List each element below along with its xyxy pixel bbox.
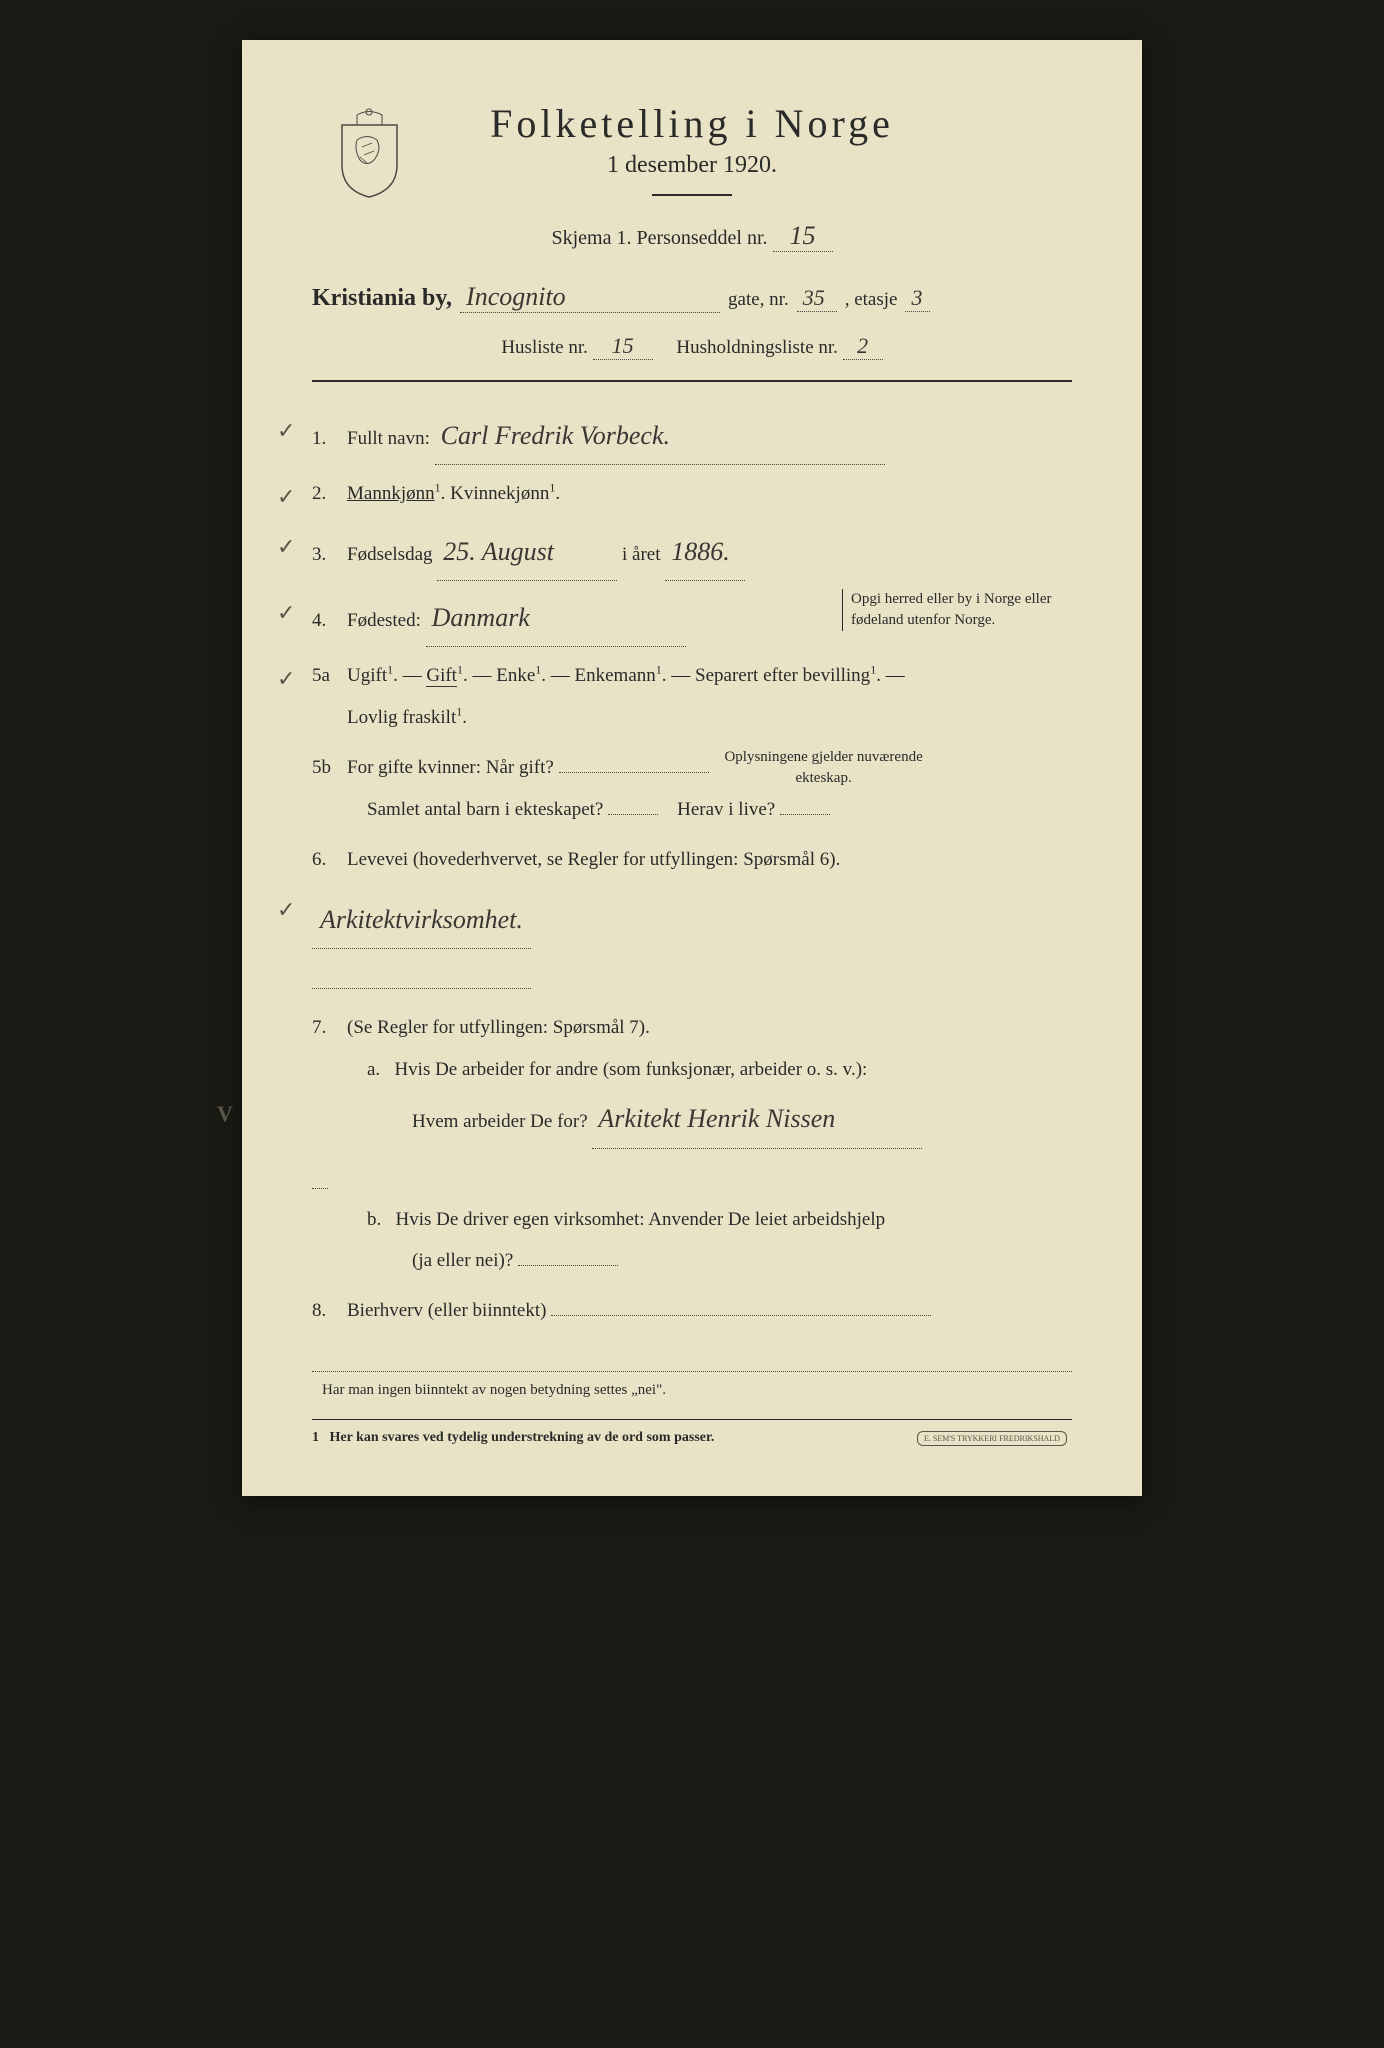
q3-year: 1886. [665,523,745,581]
q5b-num: 5b [312,747,347,789]
q5b-ilive [780,814,830,815]
subtitle: 1 desember 1920. [312,152,1072,179]
document-header: Folketelling i Norge 1 desember 1920. Sk… [312,100,1072,252]
footnote-text1: Har man ingen biinntekt av nogen betydni… [312,1382,1072,1399]
q4-label: Fødested: [347,610,421,631]
question-8: 8. Bierhverv (eller biinntekt) [312,1290,1072,1332]
q5a-enke: Enke [496,665,535,686]
q3-day: 25. August [437,523,617,581]
q5a-enkemann: Enkemann [575,665,656,686]
q8-value [551,1315,931,1316]
q7-label: (Se Regler for utfyllingen: Spørsmål 7). [347,1007,650,1049]
q2-mannkjonn: Mannkjønn [347,483,435,504]
q7-num: 7. [312,1007,347,1049]
city-label: Kristiania by, [312,285,452,312]
skjema-label: Skjema 1. Personseddel nr. [551,227,767,249]
q6-num: 6. [312,839,347,881]
title-rule [652,194,732,196]
footnote-content: Her kan svares ved tydelig understreknin… [330,1430,715,1445]
husliste-nr: 15 [593,333,653,360]
q8-blank [312,1342,1072,1372]
q4-value: Danmark [426,589,686,647]
q1-num: 1. [312,418,347,460]
q5a-fraskilt: Lovlig fraskilt [347,707,456,728]
etasje-nr: 3 [905,285,930,312]
checkmark-icon: ✓ [277,886,295,934]
checkmark-icon: ✓ [277,523,295,571]
q7b-text: Hvis De driver egen virksomhet: Anvender… [396,1209,886,1230]
street-name: Incognito [460,282,720,313]
q7a-value: Arkitekt Henrik Nissen [592,1090,922,1148]
skjema-line: Skjema 1. Personseddel nr. 15 [312,221,1072,252]
q7a-question: Hvem arbeider De for? [412,1111,588,1132]
q6-blank [312,959,531,989]
q7b-label: b. [367,1209,381,1230]
main-title: Folketelling i Norge [312,100,1072,147]
husliste-line: Husliste nr. 15 Husholdningsliste nr. 2 [312,333,1072,360]
q1-value: Carl Fredrik Vorbeck. [435,407,885,465]
husholdning-label: Husholdningsliste nr. [676,337,838,358]
q7b-question: (ja eller nei)? [412,1250,513,1271]
question-5b: 5b For gifte kvinner: Når gift? Oplysnin… [312,747,1072,831]
printer-stamp: E. SEM'S TRYKKERI FREDRIKSHALD [917,1431,1067,1446]
q3-label2: i året [622,544,661,565]
gate-nr: 35 [797,285,837,312]
personseddel-nr: 15 [773,221,833,252]
coat-of-arms-icon [332,105,407,200]
husliste-label: Husliste nr. [501,337,588,358]
checkmark-icon: ✓ [277,589,295,637]
question-6: 6. Levevei (hovederhvervet, se Regler fo… [312,839,1072,999]
gate-label: gate, nr. [728,289,789,311]
q5b-barn [608,814,658,815]
q6-label: Levevei (hovederhvervet, se Regler for u… [347,839,840,881]
q6-value: Arkitektvirksomhet. [312,891,531,949]
q5b-label2: Samlet antal barn i ekteskapet? [367,799,603,820]
section-divider [312,380,1072,382]
q5b-label1: For gifte kvinner: Når gift? [347,757,554,778]
q7a-label: a. [367,1059,380,1080]
q2-kvinnekjonn: Kvinnekjønn [450,483,549,504]
q3-label1: Fødselsdag [347,544,433,565]
census-document: Folketelling i Norge 1 desember 1920. Sk… [242,40,1142,1496]
checkmark-icon: V [217,1090,233,1138]
footnote-rule [312,1419,1072,1420]
question-4: ✓ 4. Fødested: Danmark Opgi herred eller… [312,589,1072,647]
q5b-label3: Herav i live? [677,799,775,820]
q1-label: Fullt navn: [347,428,430,449]
checkmark-icon: ✓ [277,655,295,703]
etasje-label: , etasje [845,289,898,311]
question-2: ✓ 2. Mannkjønn1. Kvinnekjønn1. [312,473,1072,515]
q4-num: 4. [312,600,347,642]
question-1: ✓ 1. Fullt navn: Carl Fredrik Vorbeck. [312,407,1072,465]
checkmark-icon: ✓ [277,473,295,521]
q7b-value [518,1265,618,1266]
q7a-text: Hvis De arbeider for andre (som funksjon… [394,1059,867,1080]
questions-list: ✓ 1. Fullt navn: Carl Fredrik Vorbeck. ✓… [312,407,1072,1332]
q5b-nargift [559,772,709,773]
question-7: 7. (Se Regler for utfyllingen: Spørsmål … [312,1007,1072,1282]
q5a-separert: Separert efter bevilling [695,665,870,686]
question-3: ✓ 3. Fødselsdag 25. August i året 1886. [312,523,1072,581]
q5a-num: 5a [312,655,347,697]
q8-label: Bierhverv (eller biinntekt) [347,1300,546,1321]
footnote-num: 1 [312,1430,319,1445]
q2-num: 2. [312,473,347,515]
husholdning-nr: 2 [843,333,883,360]
q3-num: 3. [312,534,347,576]
checkmark-icon: ✓ [277,407,295,455]
q4-note: Opgi herred eller by i Norge eller fødel… [842,589,1072,631]
location-line: Kristiania by, Incognito gate, nr. 35 , … [312,282,1072,313]
q5a-ugift: Ugift [347,665,387,686]
q5b-note: Oplysningene gjelder nuværende ekteskap. [709,747,939,789]
q7a-blank [312,1159,328,1189]
q5a-gift: Gift [426,665,457,687]
q8-num: 8. [312,1290,347,1332]
question-5a: ✓ 5a Ugift1. — Gift1. — Enke1. — Enkeman… [312,655,1072,739]
